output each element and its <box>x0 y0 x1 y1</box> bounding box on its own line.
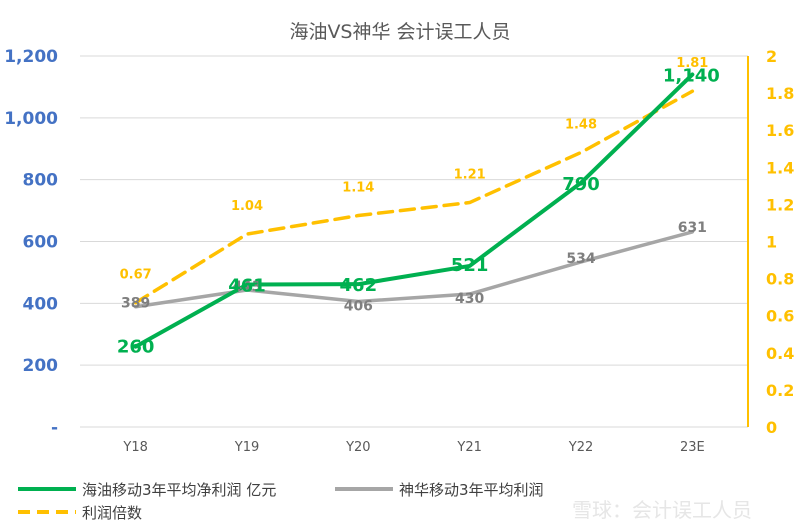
watermark: 雪球：会计误工人员 <box>572 498 752 522</box>
data-labels: 389 443 406 430 534 631 0.67 1.04 1.14 1.21 1.48 1.… <box>117 56 720 357</box>
y-left-tick-label: 600 <box>23 233 59 253</box>
data-label: 1.81 <box>676 56 708 71</box>
y-right-tick-label: 1.6 <box>766 121 794 140</box>
x-tick-label: Y19 <box>234 440 259 455</box>
y-right-tick-label: 0 <box>766 418 777 437</box>
data-label: 1.04 <box>231 199 263 214</box>
data-label: 1,140 <box>663 66 720 87</box>
y-left-tick-label: 200 <box>23 356 59 376</box>
data-label: 1.21 <box>454 168 486 183</box>
data-label: 461 <box>228 275 266 296</box>
data-label: 521 <box>451 255 489 276</box>
series-line <box>133 89 695 305</box>
legend-label: 海油移动3年平均净利润 亿元 <box>82 481 276 499</box>
y-left-tick-label: 1,000 <box>4 109 58 129</box>
data-label: 1.48 <box>565 117 597 132</box>
data-label: 1.14 <box>342 181 374 196</box>
data-label: 430 <box>455 291 484 307</box>
data-label: 462 <box>340 275 378 296</box>
data-label: 389 <box>121 296 150 312</box>
series-line <box>133 72 695 349</box>
x-tick-label: Y18 <box>122 440 147 455</box>
y-right-tick-label: 2 <box>766 47 777 66</box>
y-right-tick-label: 0.2 <box>766 381 794 400</box>
y-right-tick-label: 1.2 <box>766 195 794 214</box>
data-label: 534 <box>566 251 595 267</box>
y-right-tick-label: 0.6 <box>766 307 794 326</box>
chart-title: 海油VS神华 会计误工人员 <box>289 21 510 43</box>
data-label: 260 <box>117 337 155 358</box>
y-right-tick-label: 0.4 <box>766 344 794 363</box>
data-label: 406 <box>344 298 373 314</box>
y-right-tick-label: 1.8 <box>766 84 794 103</box>
y-right-tick-label: 0.8 <box>766 270 794 289</box>
y-left-tick-label: 1,200 <box>4 47 58 67</box>
x-tick-label: Y22 <box>568 440 593 455</box>
x-tick-label: Y20 <box>345 440 370 455</box>
data-label: 790 <box>562 174 600 195</box>
gridlines <box>80 55 748 366</box>
series-line <box>133 230 695 309</box>
y-left-tick-label: - <box>51 418 58 438</box>
series-layer <box>133 72 695 349</box>
data-label: 443 <box>232 279 261 295</box>
legend-label: 利润倍数 <box>82 504 142 522</box>
x-tick-label: Y21 <box>456 440 481 455</box>
y-left-tick-label: 800 <box>23 171 59 191</box>
axes: - 200 400 600 800 1,000 1,200 0 0.2 0.4 0.6 0.8 1 1.2… <box>4 47 794 455</box>
y-right-tick-label: 1 <box>766 233 777 252</box>
x-tick-label: 23E <box>680 440 705 455</box>
data-label: 0.67 <box>120 268 152 283</box>
data-label: 631 <box>678 220 707 236</box>
y-right-tick-label: 1.4 <box>766 158 794 177</box>
y-left-tick-label: 400 <box>23 294 59 314</box>
legend-label: 神华移动3年平均利润 <box>399 481 544 499</box>
